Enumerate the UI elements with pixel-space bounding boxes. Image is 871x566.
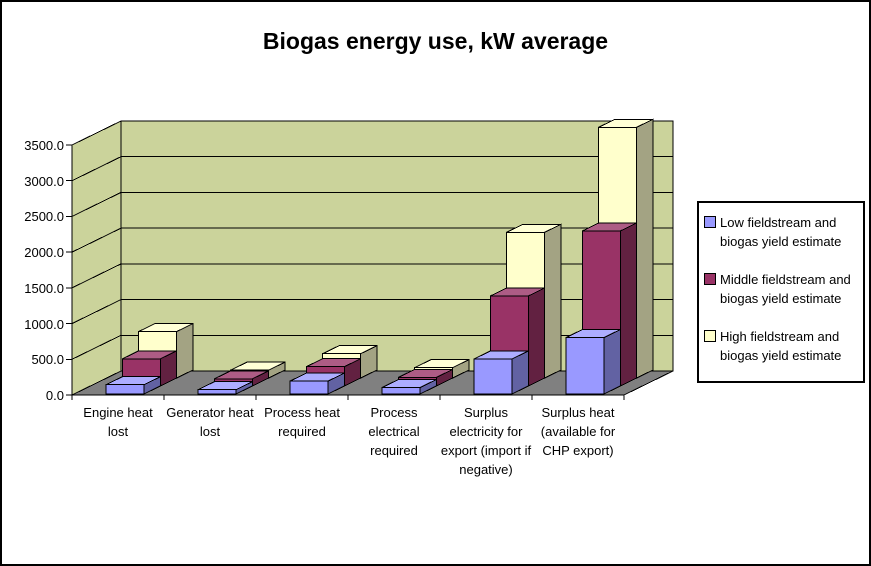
axes: [66, 144, 625, 400]
bar-front-face: [197, 389, 237, 395]
y-axis-tick-label: 1000.0: [24, 316, 64, 332]
category-label: Process heat required: [264, 405, 340, 439]
gridline: [71, 120, 122, 146]
bar-front-face: [289, 380, 329, 395]
bar-front-face: [105, 384, 145, 395]
gridline: [71, 263, 122, 289]
side-wall: [71, 120, 122, 396]
legend-entry-high: High fieldstream and biogas yield estima…: [704, 327, 860, 365]
bar-front-face: [381, 387, 421, 395]
legend-entry-low: Low fieldstream and biogas yield estimat…: [704, 213, 860, 251]
legend-label-low: Low fieldstream and biogas yield estimat…: [720, 215, 842, 249]
bar: [197, 380, 253, 395]
chart-walls: [71, 120, 674, 396]
bar-side-face: [544, 223, 562, 379]
gridline: [71, 334, 122, 360]
chart-title: Biogas energy use, kW average: [262, 28, 609, 54]
bar-front-face: [565, 337, 605, 395]
bars: [105, 118, 654, 395]
gridline: [71, 299, 122, 325]
bar: [105, 375, 161, 395]
legend: Low fieldstream and biogas yield estimat…: [697, 201, 865, 383]
bar-side-face: [603, 328, 621, 395]
category-label: Generator heat lost: [166, 405, 254, 439]
back-wall: [120, 120, 674, 372]
legend-label-high: High fieldstream and biogas yield estima…: [720, 329, 842, 363]
bar-side-face: [527, 287, 546, 387]
bar: [473, 350, 529, 395]
y-axis-tick-label: 500.0: [31, 352, 64, 368]
bar-side-face: [511, 350, 529, 395]
y-axis-tick-label: 1500.0: [24, 280, 64, 296]
bar: [565, 328, 621, 395]
bar: [289, 372, 345, 395]
bar-front-face: [473, 358, 513, 395]
legend-entry-middle: Middle fieldstream and biogas yield esti…: [704, 270, 860, 308]
y-axis-tick-label: 3500.0: [24, 138, 64, 153]
bar-side-face: [619, 222, 638, 387]
bar-side-face: [176, 322, 194, 379]
category-label: Process electrical required: [368, 405, 420, 458]
legend-label-middle: Middle fieldstream and biogas yield esti…: [720, 272, 851, 306]
category-label: Engine heat lost: [83, 405, 153, 439]
bar-side-face: [636, 118, 654, 379]
gridline: [71, 156, 122, 182]
legend-swatch-low: [704, 216, 716, 228]
category-label: Surplus electricity for export (import i…: [440, 405, 532, 477]
legend-swatch-middle: [704, 273, 716, 285]
gridline: [71, 191, 122, 217]
category-label: Surplus heat (available for CHP export): [540, 405, 616, 458]
gridlines: [71, 120, 673, 360]
gridline: [71, 227, 122, 253]
bar: [381, 378, 437, 395]
y-axis-tick-label: 3000.0: [24, 173, 64, 189]
y-axis-tick-label: 2000.0: [24, 245, 64, 261]
legend-swatch-high: [704, 330, 716, 342]
y-axis-tick-label: 2500.0: [24, 209, 64, 225]
y-axis-tick-label: 0.0: [45, 388, 64, 403]
